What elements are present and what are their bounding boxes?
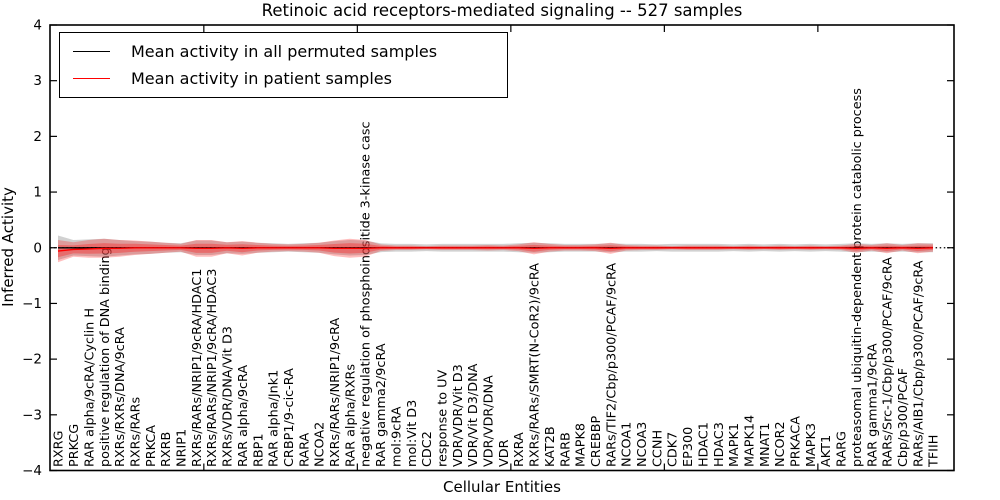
x-category-label: AKT1 — [819, 435, 834, 467]
y-tick-label: −1 — [22, 296, 42, 312]
x-category-label: negative regulation of phosphoinositide … — [359, 121, 374, 467]
legend-label-permuted: Mean activity in all permuted samples — [131, 41, 438, 61]
patient-band-outer — [58, 238, 933, 263]
x-category-label: PRKCA — [144, 425, 159, 467]
patient-mean-line — [57, 247, 934, 252]
x-category-label: MNAT1 — [758, 423, 773, 467]
y-tick-label: 3 — [33, 73, 42, 89]
x-category-label: CRBP1/9-cic-RA — [282, 368, 297, 467]
x-category-label: RXRs/RARs — [129, 396, 144, 467]
x-axis-label: Cellular Entities — [443, 478, 561, 496]
x-category-label: VDR/VDR/DNA — [482, 375, 497, 467]
x-category-label: response to UV — [436, 370, 451, 467]
y-tick-label: 4 — [33, 18, 42, 34]
x-category-label: RARs/Src-1/Cbp/p300/PCAF/9cRA — [881, 257, 896, 467]
chart-title: Retinoic acid receptors-mediated signali… — [262, 1, 743, 20]
x-category-label: RXRB — [159, 432, 174, 467]
patient-line-sample-icon — [73, 78, 110, 80]
x-category-label: NCOA3 — [635, 422, 650, 467]
patient-band-inner — [58, 243, 933, 258]
x-category-label: VDR — [497, 439, 512, 467]
x-category-label: RAR alpha/9cRA — [236, 365, 251, 467]
x-category-label: VDR/Vit D3/DNA — [466, 363, 481, 467]
x-category-label: RARs/TIF2/Cbp/p300/PCAF/9cRA — [604, 263, 619, 467]
x-category-label: RAR alpha/RXRs — [343, 364, 358, 467]
x-category-label: MAPK8 — [574, 423, 589, 467]
x-category-label: HDAC3 — [712, 422, 727, 467]
legend-item-permuted: Mean activity in all permuted samples — [60, 42, 507, 61]
x-category-label: MAPK1 — [727, 423, 742, 467]
x-category-label: RXRs/RARs/SMRT(N-CoR2)/9cRA — [528, 263, 543, 467]
x-category-label: mol:9cRA — [389, 406, 404, 467]
x-category-label: NCOR2 — [773, 421, 788, 467]
y-tick-label: 2 — [33, 129, 42, 145]
legend-label-patient: Mean activity in patient samples — [131, 69, 392, 89]
x-category-label: RXRs/RXRs/DNA/9cRA — [113, 327, 128, 467]
legend-item-patient: Mean activity in patient samples — [60, 69, 507, 88]
x-category-label: RXRG — [52, 431, 67, 467]
x-category-label: NCOA1 — [620, 422, 635, 467]
x-category-label: RXRs/RARs/NRIP1/9cRA/HDAC3 — [205, 269, 220, 467]
x-category-label: RXRA — [512, 432, 527, 467]
x-category-label: NRIP1 — [175, 429, 190, 467]
x-category-label: positive regulation of DNA binding — [98, 247, 113, 467]
x-category-label: KAT2B — [543, 426, 558, 467]
x-category-label: RXRs/RARs/NRIP1/9cRA/HDAC1 — [190, 269, 205, 467]
x-category-label: proteasomal ubiquitin-dependent protein … — [850, 88, 865, 467]
x-category-label: CREBBP — [589, 416, 604, 467]
x-category-label: NCOA2 — [313, 422, 328, 467]
x-category-label: RBP1 — [251, 433, 266, 467]
x-category-label: RARB — [558, 432, 573, 467]
y-tick-label: −2 — [22, 352, 42, 368]
x-category-label: mol:Vit D3 — [405, 400, 420, 467]
x-category-label: HDAC1 — [696, 422, 711, 467]
x-category-label: EP300 — [681, 427, 696, 467]
y-tick-label: 1 — [33, 185, 42, 201]
y-tick-label: −3 — [22, 407, 42, 423]
x-category-label: PRKCG — [67, 424, 82, 467]
legend: Mean activity in all permuted samples Me… — [59, 32, 508, 98]
x-category-label: CCNH — [650, 430, 665, 467]
x-category-label: PRKACA — [789, 416, 804, 467]
x-category-label: MAPK14 — [743, 415, 758, 467]
x-category-label: MAPK3 — [804, 423, 819, 467]
y-tick-label: 0 — [33, 240, 42, 256]
x-category-label: RAR gamma2/9cRA — [374, 343, 389, 467]
x-category-label: RAR gamma1/9cRA — [865, 343, 880, 467]
x-category-label: RAR alpha/Jnk1 — [267, 370, 282, 467]
x-category-label: RARA — [297, 433, 312, 467]
x-category-label: RARs/AIB1/Cbp/p300/PCAF/9cRA — [911, 260, 926, 467]
x-category-label: VDR/VDR/Vit D3 — [451, 364, 466, 467]
x-category-label: RAR alpha/9cRA/Cyclin H — [82, 308, 97, 467]
x-category-label: Cbp/p300/PCAF — [896, 368, 911, 467]
x-category-label: TFIIH — [927, 435, 942, 468]
y-tick-label: −4 — [22, 463, 42, 479]
x-category-label: RARG — [835, 431, 850, 467]
permuted-line-sample-icon — [73, 50, 110, 52]
y-axis-label: Inferred Activity — [0, 187, 17, 307]
x-category-label: CDC2 — [420, 431, 435, 467]
x-category-label: CDK7 — [666, 432, 681, 467]
x-category-label: RXRs/RARs/NRIP1/9cRA — [328, 318, 343, 467]
x-category-label: RXRs/VDR/DNA/Vit D3 — [221, 326, 236, 467]
